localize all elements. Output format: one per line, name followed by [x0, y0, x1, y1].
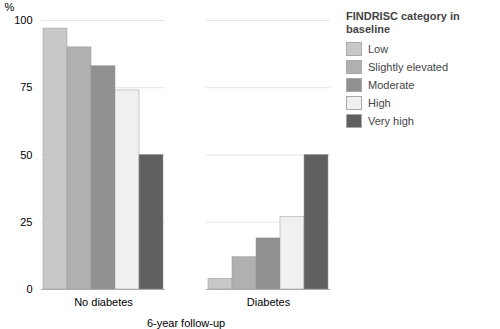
html-text:FINDRISC category in baseline: FINDRISC category in baseline [346, 10, 460, 36]
html-text:Slightly elevated: Slightly elevated [368, 61, 449, 74]
svg-text:%: % [5, 1, 15, 13]
svg-text:100: 100 [14, 14, 32, 26]
html-text:Low: Low [368, 43, 389, 56]
html-text:Very high: Very high [368, 115, 414, 128]
svg-text:No diabetes: No diabetes [74, 296, 133, 308]
svg-text:50: 50 [20, 149, 32, 161]
svg-text:75: 75 [20, 81, 32, 93]
html-text:Moderate: Moderate [368, 79, 415, 92]
svg-text:6-year follow-up: 6-year follow-up [147, 317, 225, 329]
svg-text:0: 0 [26, 283, 32, 295]
svg-text:25: 25 [20, 216, 32, 228]
svg-text:Diabetes: Diabetes [247, 296, 291, 308]
html-text:High: High [368, 97, 391, 110]
